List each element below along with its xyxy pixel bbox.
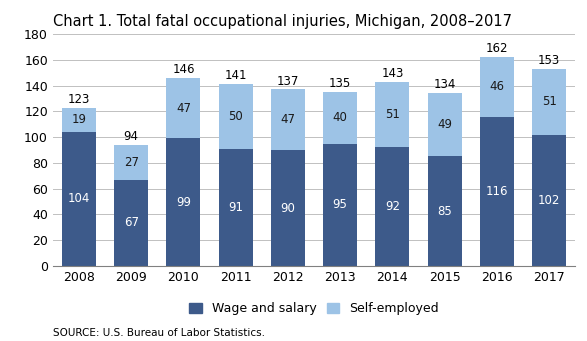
Text: 47: 47: [281, 113, 295, 126]
Legend: Wage and salary, Self-employed: Wage and salary, Self-employed: [190, 302, 438, 315]
Text: 40: 40: [333, 111, 348, 124]
Bar: [219, 84, 252, 149]
Text: 95: 95: [333, 198, 348, 211]
Text: 135: 135: [329, 77, 351, 90]
Bar: [271, 150, 305, 266]
Bar: [62, 107, 96, 132]
Text: 99: 99: [176, 196, 191, 209]
Text: Chart 1. Total fatal occupational injuries, Michigan, 2008–2017: Chart 1. Total fatal occupational injuri…: [53, 14, 512, 29]
Bar: [219, 149, 252, 266]
Bar: [376, 147, 409, 266]
Text: 67: 67: [124, 216, 139, 229]
Text: 143: 143: [381, 67, 404, 80]
Bar: [428, 93, 461, 157]
Text: 27: 27: [124, 156, 139, 169]
Text: 19: 19: [72, 113, 86, 126]
Text: 137: 137: [276, 75, 299, 88]
Text: 146: 146: [172, 63, 195, 76]
Text: 94: 94: [124, 130, 139, 143]
Bar: [323, 92, 357, 144]
Bar: [271, 89, 305, 150]
Text: 90: 90: [281, 202, 295, 214]
Bar: [480, 57, 514, 117]
Bar: [532, 135, 566, 266]
Bar: [480, 117, 514, 266]
Text: 116: 116: [485, 185, 508, 198]
Text: 123: 123: [68, 93, 90, 106]
Text: 85: 85: [437, 205, 452, 218]
Text: 46: 46: [490, 80, 504, 93]
Text: 141: 141: [224, 70, 247, 83]
Text: 51: 51: [542, 95, 556, 108]
Text: 104: 104: [68, 192, 90, 206]
Text: 47: 47: [176, 102, 191, 115]
Text: 49: 49: [437, 118, 452, 131]
Text: 134: 134: [433, 78, 456, 91]
Text: 153: 153: [538, 54, 560, 67]
Bar: [167, 138, 200, 266]
Text: 50: 50: [228, 110, 243, 123]
Text: 51: 51: [385, 108, 400, 121]
Text: 102: 102: [538, 194, 561, 207]
Text: 91: 91: [228, 201, 243, 214]
Bar: [114, 180, 148, 266]
Bar: [167, 78, 200, 138]
Text: SOURCE: U.S. Bureau of Labor Statistics.: SOURCE: U.S. Bureau of Labor Statistics.: [53, 328, 265, 338]
Bar: [62, 132, 96, 266]
Bar: [376, 82, 409, 147]
Text: 162: 162: [485, 42, 508, 55]
Bar: [114, 145, 148, 180]
Bar: [323, 144, 357, 266]
Bar: [428, 157, 461, 266]
Bar: [532, 69, 566, 135]
Text: 92: 92: [385, 200, 400, 213]
